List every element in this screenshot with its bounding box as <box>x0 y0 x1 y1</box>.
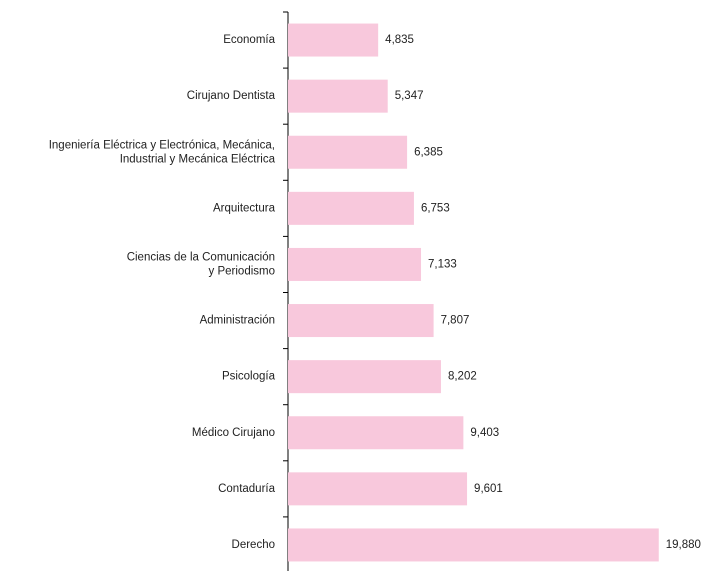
bar <box>288 23 379 57</box>
bar <box>288 472 468 506</box>
value-label: 6,753 <box>421 202 450 214</box>
category-label: Cirujano Dentista <box>187 90 276 102</box>
value-label: 9,601 <box>474 483 503 495</box>
category-label: Médico Cirujano <box>192 427 275 439</box>
category-label: Contaduría <box>218 483 276 495</box>
value-label: 4,835 <box>385 34 414 46</box>
category-label: Arquitectura <box>213 202 276 214</box>
bar <box>288 528 659 562</box>
category-label: Derecho <box>232 539 275 551</box>
value-label: 7,807 <box>441 315 470 327</box>
bar <box>288 247 422 281</box>
bar <box>288 416 464 450</box>
bar <box>288 191 414 225</box>
value-label: 7,133 <box>428 258 457 270</box>
bar <box>288 360 441 394</box>
value-label: 9,403 <box>470 427 499 439</box>
bar <box>288 79 388 113</box>
value-label: 5,347 <box>395 90 424 102</box>
category-label: Psicología <box>222 371 276 383</box>
category-label: Economía <box>223 34 275 46</box>
bar <box>288 304 434 338</box>
bar <box>288 135 408 169</box>
category-label: Administración <box>200 315 275 327</box>
value-label: 6,385 <box>414 146 443 158</box>
category-label: Ingeniería Eléctrica y Electrónica, Mecá… <box>49 139 276 165</box>
value-label: 19,880 <box>666 539 701 551</box>
value-label: 8,202 <box>448 371 477 383</box>
category-label: Ciencias de la Comunicación y Periodismo <box>127 251 275 277</box>
